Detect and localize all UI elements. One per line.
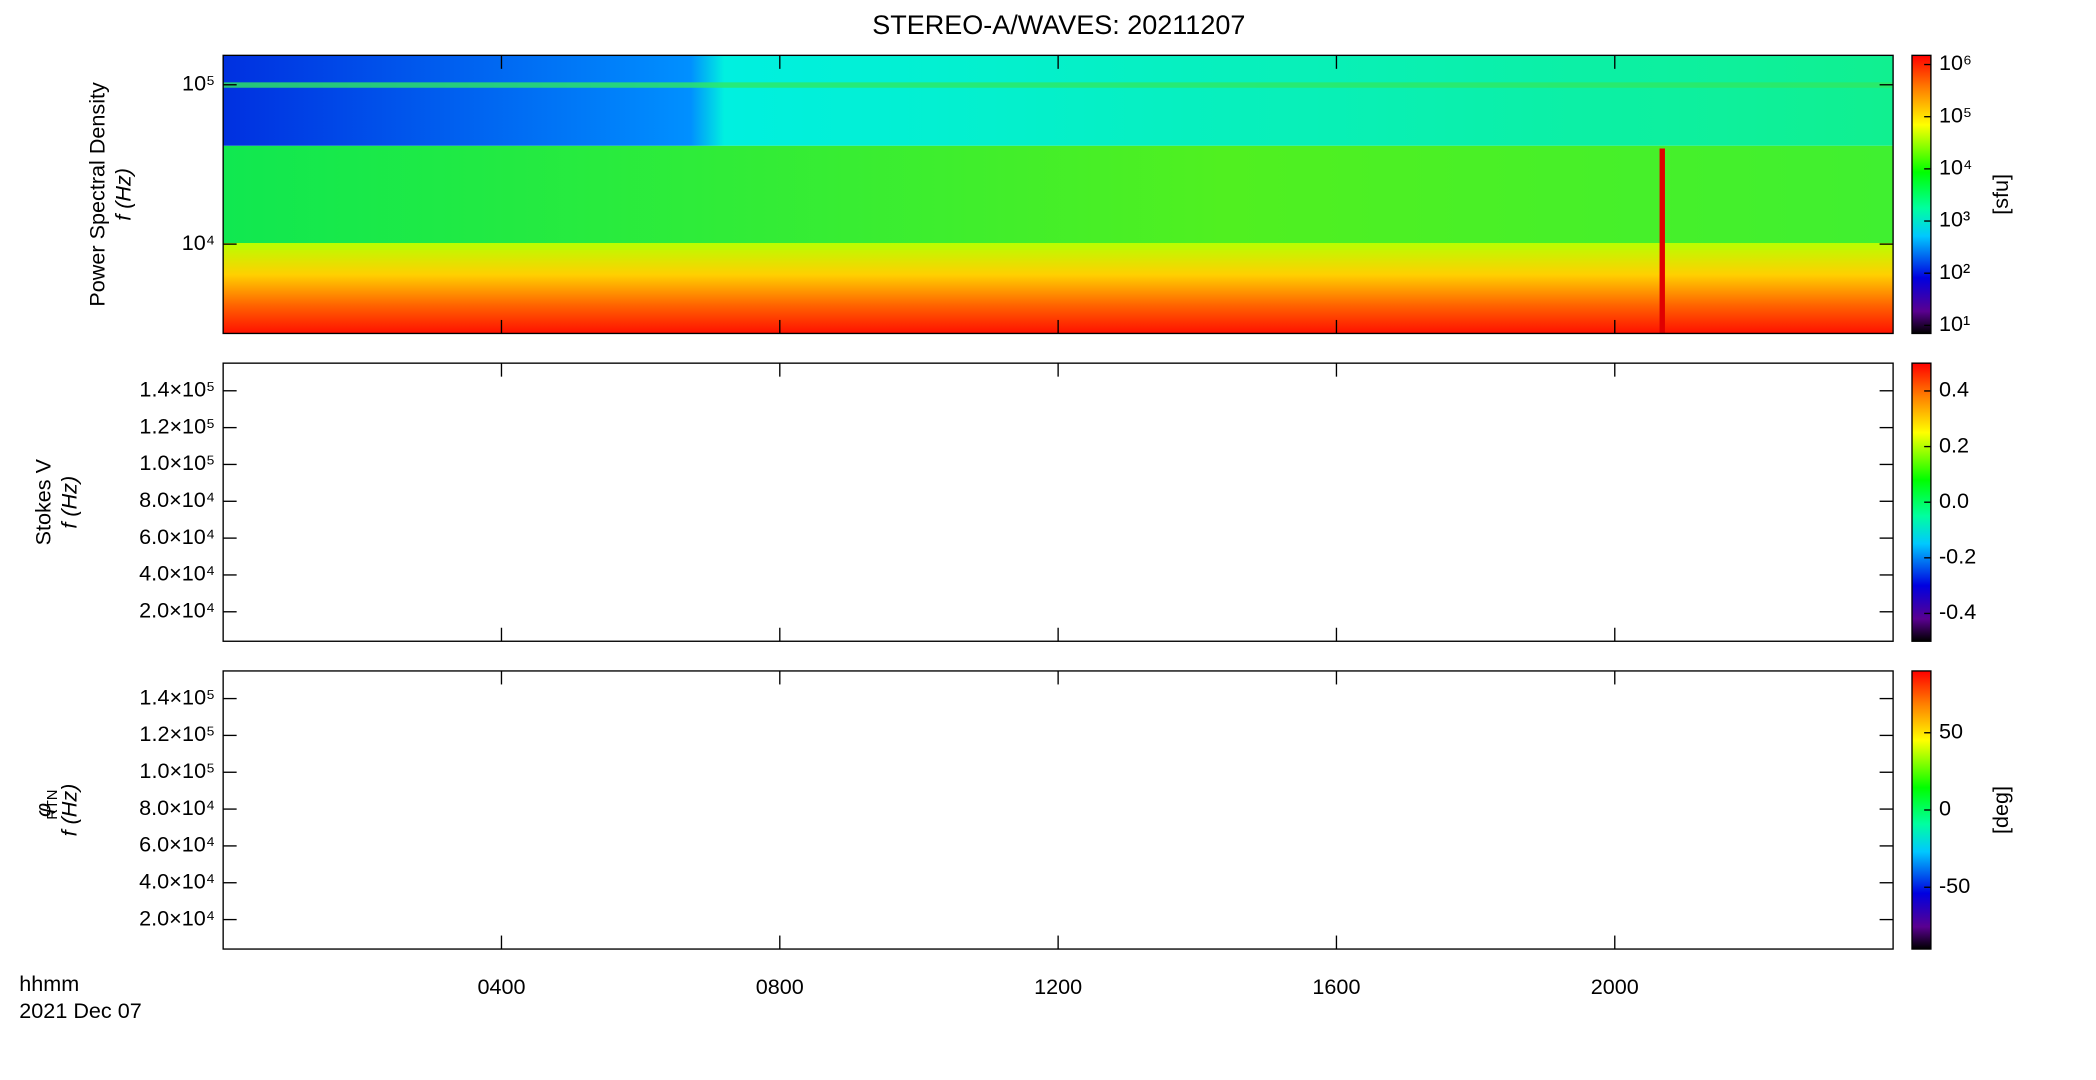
y-axis-label-sub: RTN — [45, 789, 61, 819]
title: STEREO-A/WAVES: 20211207 — [872, 10, 1245, 40]
y-tick-label: 2.0×10⁴ — [139, 905, 215, 930]
y-axis-label: f (Hz) — [56, 476, 81, 529]
colorbar-tick-label: 0 — [1939, 796, 1951, 821]
colorbar — [1911, 54, 1932, 335]
colorbar-tick-label: 0.0 — [1939, 488, 1969, 513]
x-tick-label: 0400 — [477, 974, 525, 999]
y-tick-label: 1.0×10⁵ — [139, 450, 215, 475]
colorbar-tick-label: 0.4 — [1939, 377, 1969, 402]
y-axis-label: f (Hz) — [56, 784, 81, 837]
y-tick-label: 1.2×10⁵ — [139, 721, 215, 746]
colorbar-tick-label: -50 — [1939, 873, 1970, 898]
colorbar-tick-label: 50 — [1939, 718, 1963, 743]
x-tick-label: 2000 — [1591, 974, 1639, 999]
panel-frame — [222, 362, 1894, 642]
y-tick-label: 10⁴ — [182, 230, 215, 255]
colorbar-label: [sfu] — [1988, 174, 2013, 215]
y-tick-label: 2.0×10⁴ — [139, 597, 215, 622]
y-tick-label: 4.0×10⁴ — [139, 868, 215, 893]
colorbar-label: [deg] — [1988, 786, 2013, 834]
y-tick-label: 1.4×10⁵ — [139, 376, 215, 401]
y-tick-label: 6.0×10⁴ — [139, 832, 215, 857]
colorbar-tick-label: 10⁶ — [1939, 50, 1972, 75]
colorbar-tick-label: -0.2 — [1939, 544, 1976, 569]
y-axis-label: f (Hz) — [110, 168, 135, 221]
y-axis-label: φ — [31, 803, 56, 817]
y-tick-label: 1.0×10⁵ — [139, 758, 215, 783]
colorbar-tick-label: 10² — [1939, 259, 1970, 284]
x-tick-label: 1200 — [1034, 974, 1082, 999]
y-tick-label: 1.2×10⁵ — [139, 413, 215, 438]
colorbar-tick-label: 0.2 — [1939, 432, 1969, 457]
y-axis-label: Stokes V — [31, 458, 56, 545]
colorbar-tick-label: 10³ — [1939, 207, 1970, 232]
panel-frame — [222, 670, 1894, 950]
colorbar-tick-label: 10⁴ — [1939, 155, 1972, 180]
colorbar-tick-label: -0.4 — [1939, 599, 1976, 624]
date-label: 2021 Dec 07 — [19, 998, 141, 1023]
x-tick-label: 1600 — [1312, 974, 1360, 999]
colorbar-tick-label: 10¹ — [1939, 311, 1970, 336]
colorbar-tick-label: 10⁵ — [1939, 102, 1972, 127]
y-axis-label: Power Spectral Density — [85, 82, 110, 307]
y-tick-label: 8.0×10⁴ — [139, 487, 215, 512]
y-tick-label: 10⁵ — [182, 70, 215, 95]
y-tick-label: 4.0×10⁴ — [139, 561, 215, 586]
x-tick-label: 0800 — [756, 974, 804, 999]
y-tick-label: 8.0×10⁴ — [139, 795, 215, 820]
time-label: hhmm — [19, 971, 79, 996]
y-tick-label: 1.4×10⁵ — [139, 684, 215, 709]
y-tick-label: 6.0×10⁴ — [139, 524, 215, 549]
spectrogram — [223, 55, 1894, 334]
